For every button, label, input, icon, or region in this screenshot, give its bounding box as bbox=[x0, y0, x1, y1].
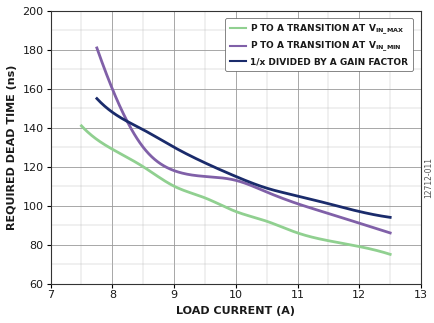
X-axis label: LOAD CURRENT (A): LOAD CURRENT (A) bbox=[176, 306, 295, 316]
Legend: P TO A TRANSITION AT V$_{\mathregular{IN\_MAX}}$, P TO A TRANSITION AT V$_{\math: P TO A TRANSITION AT V$_{\mathregular{IN… bbox=[224, 18, 412, 71]
Y-axis label: REQUIRED DEAD TIME (ns): REQUIRED DEAD TIME (ns) bbox=[7, 65, 17, 230]
Text: 12712-011: 12712-011 bbox=[423, 157, 432, 198]
